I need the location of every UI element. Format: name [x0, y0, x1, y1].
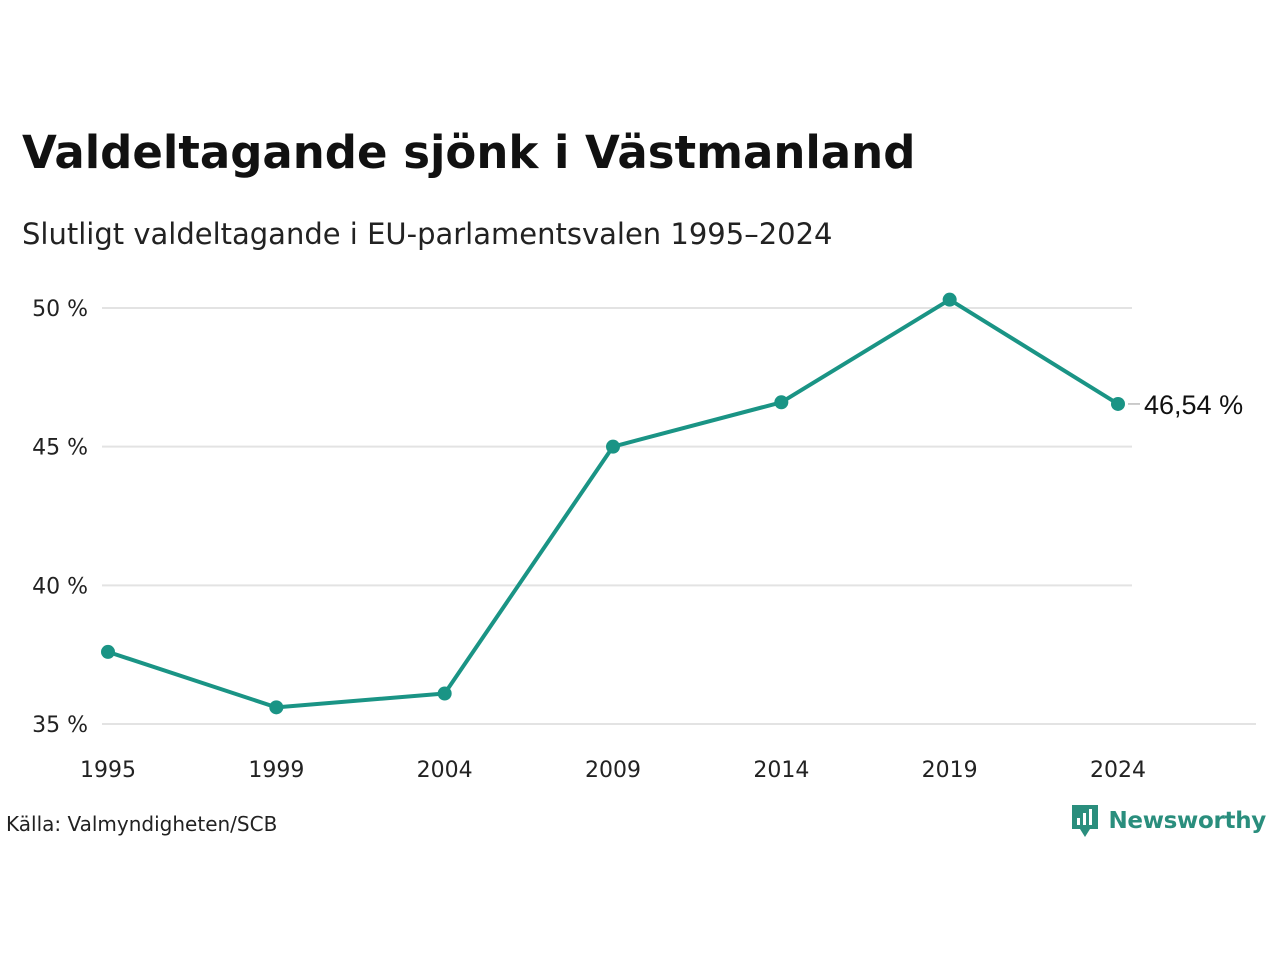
y-tick-label: 45 %	[32, 436, 88, 461]
end-value-label: 46,54 %	[1144, 390, 1243, 420]
series-turnout	[101, 292, 1125, 715]
source-note: Källa: Valmyndigheten/SCB	[6, 812, 278, 836]
chart-subtitle: Slutligt valdeltagande i EU-parlamentsva…	[22, 217, 833, 251]
newsworthy-logo: Newsworthy	[1070, 803, 1266, 839]
data-point	[774, 395, 789, 410]
x-tick-label: 1995	[80, 758, 136, 783]
x-tick-label: 2009	[585, 758, 641, 783]
series-line	[106, 297, 1120, 710]
end-label-group: 46,54 %	[1128, 390, 1243, 420]
x-tick-label: 2004	[417, 758, 473, 783]
bar-chart-speech-bubble-icon	[1072, 805, 1099, 837]
x-tick-label: 2014	[753, 758, 809, 783]
data-point	[1111, 396, 1125, 411]
logo-text: Newsworthy	[1108, 808, 1266, 834]
data-point	[101, 644, 115, 659]
x-tick-label: 1999	[248, 758, 304, 783]
data-point	[269, 700, 284, 715]
chart-title: Valdeltagande sjönk i Västmanland	[22, 126, 916, 179]
data-point	[437, 686, 452, 701]
y-tick-label: 50 %	[32, 297, 88, 322]
y-tick-label: 35 %	[32, 713, 88, 738]
data-point	[606, 439, 620, 454]
x-tick-label: 2019	[922, 758, 978, 783]
data-point	[942, 292, 957, 307]
y-axis-ticks: 35 % 40 % 45 % 50 %	[32, 297, 88, 738]
x-tick-label: 2024	[1090, 758, 1146, 783]
y-tick-label: 40 %	[32, 574, 88, 599]
grid-lines	[102, 307, 1256, 725]
x-axis-ticks: 1995 1999 2004 2009 2014 2019 2024	[80, 758, 1146, 783]
